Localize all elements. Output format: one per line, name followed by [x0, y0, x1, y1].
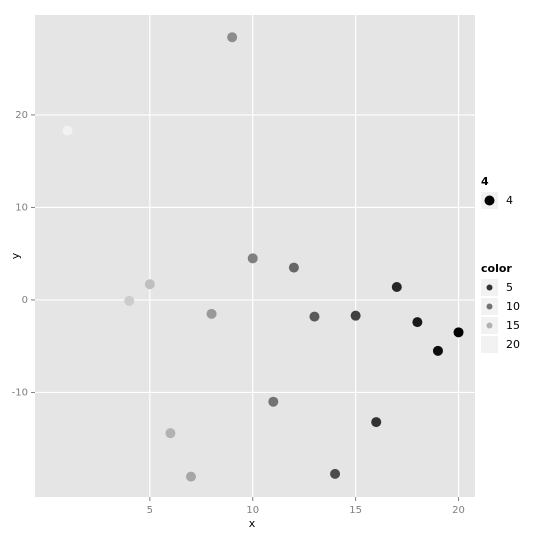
y-tick-label: 0	[22, 295, 28, 306]
legend-key	[484, 195, 495, 206]
x-tick-label: 5	[147, 505, 153, 516]
point	[247, 253, 258, 264]
y-tick-label: 20	[15, 110, 28, 121]
point	[124, 295, 135, 306]
point	[432, 345, 443, 356]
legend-title: color	[481, 262, 512, 275]
legend-key	[486, 322, 493, 329]
x-axis-title: x	[249, 517, 256, 530]
point	[144, 279, 155, 290]
point	[62, 125, 73, 136]
legend-key	[486, 284, 493, 291]
point	[309, 311, 320, 322]
point	[288, 262, 299, 273]
point	[453, 327, 464, 338]
legend-key	[486, 341, 493, 348]
legend-label: 5	[506, 281, 513, 294]
legend-label: 4	[506, 194, 513, 207]
x-tick-label: 15	[349, 505, 362, 516]
point	[268, 396, 279, 407]
point	[206, 308, 217, 319]
point	[412, 317, 423, 328]
point	[185, 471, 196, 482]
x-tick-label: 10	[246, 505, 259, 516]
legend-label: 15	[506, 319, 520, 332]
point	[330, 468, 341, 479]
legend-title: 4	[481, 175, 489, 188]
legend-key	[486, 303, 493, 310]
y-tick-label: 10	[15, 202, 28, 213]
legend-label: 10	[506, 300, 520, 313]
point	[83, 282, 94, 293]
point	[391, 281, 402, 292]
legend-label: 20	[506, 338, 520, 351]
y-axis-title: y	[9, 252, 22, 259]
point	[227, 32, 238, 43]
x-tick-label: 20	[452, 505, 465, 516]
y-tick-label: -10	[12, 387, 28, 398]
point	[371, 417, 382, 428]
point	[350, 310, 361, 321]
point	[165, 428, 176, 439]
